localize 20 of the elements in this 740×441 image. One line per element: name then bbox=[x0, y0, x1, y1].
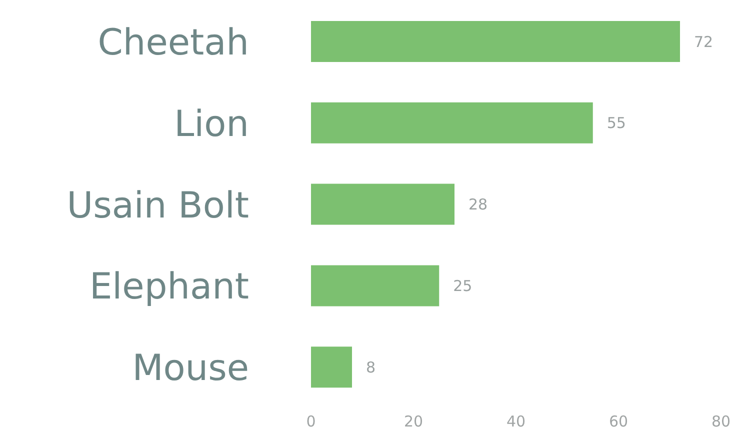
x-tick-label: 80 bbox=[711, 412, 731, 431]
bar bbox=[311, 21, 680, 62]
y-tick-label: Lion bbox=[174, 104, 249, 145]
y-tick-label: Elephant bbox=[89, 266, 249, 308]
x-tick-label: 60 bbox=[608, 412, 628, 431]
bar bbox=[311, 265, 440, 306]
x-tick-label: 20 bbox=[404, 412, 424, 431]
y-tick-label: Usain Bolt bbox=[66, 185, 249, 226]
x-tick-label: 0 bbox=[306, 412, 316, 431]
data-label: 72 bbox=[694, 32, 714, 51]
x-tick-label: 40 bbox=[506, 412, 526, 431]
bar bbox=[311, 102, 593, 144]
bar bbox=[311, 184, 454, 225]
bar bbox=[311, 346, 352, 388]
data-label: 28 bbox=[468, 196, 488, 214]
y-tick-label: Mouse bbox=[132, 348, 249, 390]
data-label: 55 bbox=[606, 114, 626, 132]
data-label: 25 bbox=[453, 277, 472, 296]
data-label: 8 bbox=[366, 358, 376, 376]
y-tick-label: Cheetah bbox=[98, 22, 249, 64]
